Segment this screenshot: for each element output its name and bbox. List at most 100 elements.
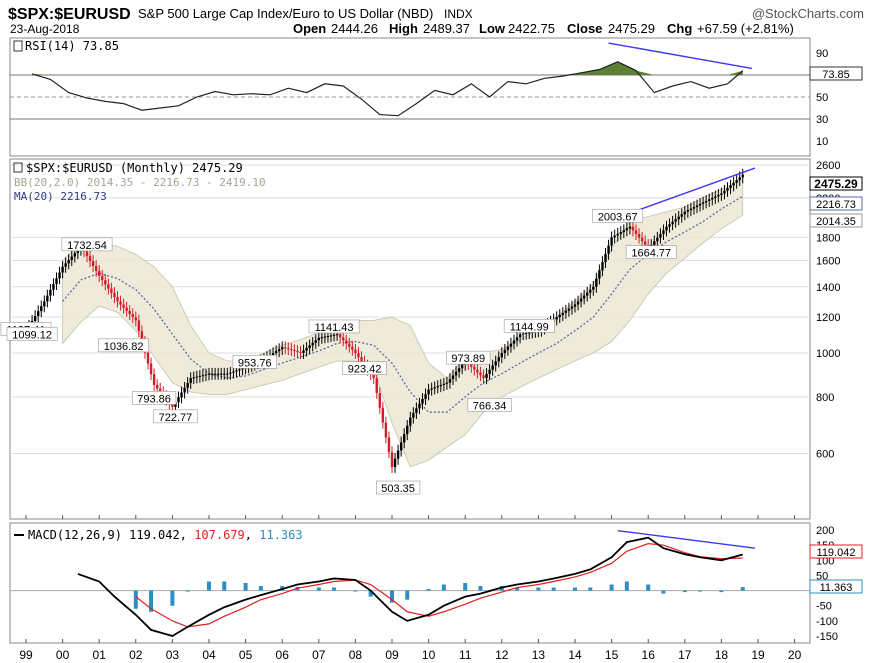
price-bar-body xyxy=(445,382,449,384)
price-bar-body xyxy=(610,237,613,246)
macd-x-label: 16 xyxy=(642,648,656,662)
price-bar-body xyxy=(384,422,388,438)
price-bar-body xyxy=(711,197,714,200)
macd-x-label: 15 xyxy=(605,648,619,662)
price-tick-label: 1800 xyxy=(816,232,840,244)
price-bar-body xyxy=(241,368,244,370)
macd-x-label: 03 xyxy=(166,648,180,662)
price-bar-body xyxy=(85,251,89,257)
annotation-label: 923.42 xyxy=(348,364,382,376)
price-tick-label: 1600 xyxy=(816,256,840,268)
price-bar-body xyxy=(186,382,189,388)
rsi-trendline xyxy=(608,42,753,70)
rsi-tick-label: 90 xyxy=(816,48,828,60)
price-bar-body xyxy=(503,349,507,353)
price-bar-body xyxy=(403,434,406,443)
price-bar-body xyxy=(424,394,427,399)
macd-tick-label: -150 xyxy=(816,631,838,643)
symbol: $SPX:$EURUSD xyxy=(8,6,131,23)
close-label: Close xyxy=(567,21,602,36)
macd-x-label: 14 xyxy=(568,648,582,662)
price-bar-body xyxy=(631,226,635,231)
rsi-tick-label: 50 xyxy=(816,92,828,104)
annotation-label: 953.76 xyxy=(238,357,272,369)
price-bar-body xyxy=(421,398,424,404)
price-bar-body xyxy=(430,388,433,390)
price-bar-body xyxy=(290,349,293,351)
price-bar-body xyxy=(274,351,278,354)
macd-trendline xyxy=(617,529,756,549)
price-bar-body xyxy=(659,233,662,238)
macd-tick-label: -50 xyxy=(816,601,832,613)
annotation-label: 1036.82 xyxy=(104,341,144,353)
high-label: High xyxy=(389,21,418,36)
price-bar-body xyxy=(171,403,174,407)
price-bar-body xyxy=(521,333,525,335)
price-bar-body xyxy=(287,348,290,350)
price-bar-body xyxy=(570,306,574,309)
annotation-box xyxy=(467,398,512,412)
price-bar-body xyxy=(122,304,125,308)
price-bar-body xyxy=(61,266,64,273)
annotation-box xyxy=(446,350,491,365)
brand-logo[interactable]: @StockCharts.com xyxy=(752,6,864,21)
price-bar-body xyxy=(457,368,461,372)
price-bar-body xyxy=(332,334,336,336)
price-bar-body xyxy=(140,331,144,342)
price-bar-body xyxy=(125,307,128,311)
macd-hist-bar xyxy=(478,586,483,591)
price-bar-body xyxy=(220,373,223,375)
macd-x-label: 19 xyxy=(751,648,765,662)
price-bar-body xyxy=(101,275,104,281)
price-bar-body xyxy=(320,337,324,339)
macd-hist-bar xyxy=(258,586,263,591)
price-bar-body xyxy=(378,392,381,408)
macd-legend-text: MACD(12,26,9) 119.042, 107.679, 11.363 xyxy=(28,528,303,542)
price-bar-body xyxy=(201,375,205,377)
price-bar-body xyxy=(418,403,421,409)
annotation-box xyxy=(132,391,177,405)
rsi-last-value-box xyxy=(809,66,863,81)
price-bar-body xyxy=(518,334,522,338)
price-bar-body xyxy=(619,232,622,234)
open-label: Open xyxy=(293,21,326,36)
macd-x-label: 18 xyxy=(715,648,729,662)
low-value: 2422.75 xyxy=(508,21,555,36)
rsi-grid xyxy=(10,74,810,120)
price-tick-label: 600 xyxy=(816,448,834,460)
annotation-box xyxy=(592,208,644,223)
price-bar-body xyxy=(76,249,80,254)
price-tick-label: 1000 xyxy=(816,348,840,360)
price-bar-body xyxy=(238,369,241,371)
price-bar-body xyxy=(497,357,500,362)
macd-value-box xyxy=(809,544,863,559)
price-bar-body xyxy=(500,352,503,358)
annotation-label: 1141.43 xyxy=(315,322,354,334)
macd-last-value: 119.042 xyxy=(817,547,856,559)
macd-line xyxy=(77,536,743,637)
price-bar-body xyxy=(586,292,589,296)
ohlc-summary: Open 2444.26 High 2489.37 Low 2422.75 Cl… xyxy=(293,21,794,36)
price-tick-label: 1200 xyxy=(816,312,840,324)
price-bar-body xyxy=(293,350,296,352)
price-bar-body xyxy=(561,312,564,315)
macd-x-label: 99 xyxy=(19,648,33,662)
price-bar-body xyxy=(677,216,680,220)
price-bar-body xyxy=(271,353,275,356)
macd-legend: MACD(12,26,9) 119.042, 107.679, 11.363 xyxy=(14,528,303,542)
macd-tick-label: -100 xyxy=(816,616,838,628)
price-bar-body xyxy=(46,295,49,302)
price-bar-body xyxy=(528,332,531,334)
price-bar-body xyxy=(476,369,479,373)
annotation-label: 793.86 xyxy=(137,393,171,405)
macd-x-label: 07 xyxy=(312,648,326,662)
ma-value-box xyxy=(809,196,863,211)
open-value: 2444.26 xyxy=(331,21,378,36)
price-bar-body xyxy=(448,379,452,383)
macd-hist-bar xyxy=(441,584,446,591)
price-bar-body xyxy=(558,314,561,318)
macd-x-label: 04 xyxy=(202,648,216,662)
price-bar-body xyxy=(37,311,40,317)
price-bar-body xyxy=(43,301,46,307)
macd-hist-bar xyxy=(170,590,175,606)
